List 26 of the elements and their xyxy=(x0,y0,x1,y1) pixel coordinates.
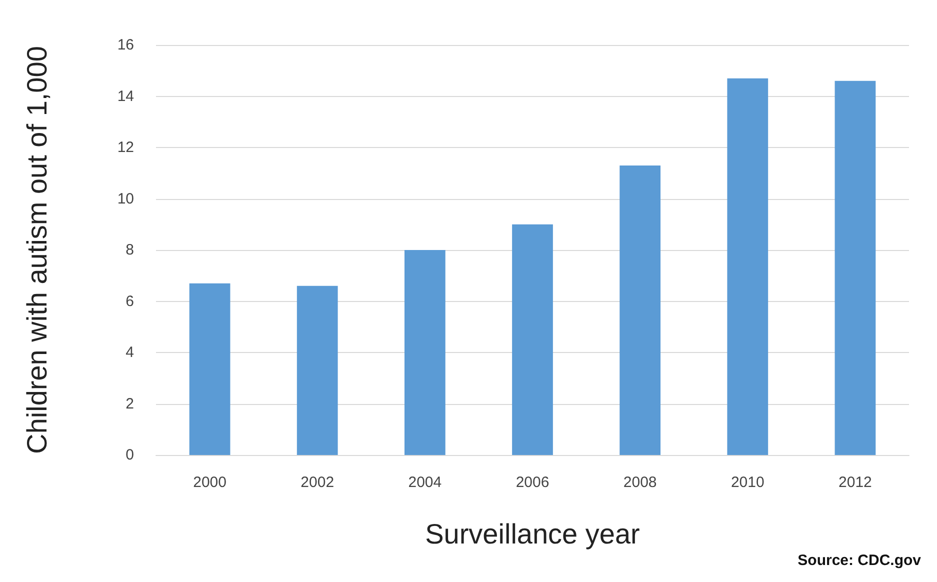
y-axis-title: Children with autism out of 1,000 xyxy=(22,46,52,454)
x-tick-label: 2010 xyxy=(730,474,764,491)
bar xyxy=(834,80,876,455)
bar xyxy=(512,224,553,455)
bar xyxy=(404,250,446,455)
y-tick-label: 14 xyxy=(117,88,134,105)
y-tick-label: 10 xyxy=(117,190,134,208)
y-tick-label: 0 xyxy=(126,446,134,464)
x-tick-label: 2006 xyxy=(516,474,550,491)
x-tick-label: 2000 xyxy=(193,474,226,491)
x-axis-title: Surveillance year xyxy=(425,518,640,550)
x-tick-label: 2004 xyxy=(408,474,442,491)
bar xyxy=(189,283,230,455)
x-tick-label: 2012 xyxy=(838,474,872,491)
source-note: Source: CDC.gov xyxy=(798,552,922,569)
y-tick-label: 16 xyxy=(117,36,134,54)
y-tick-label: 6 xyxy=(126,292,134,310)
y-tick-label: 8 xyxy=(126,242,134,258)
y-tick-label: 12 xyxy=(117,139,134,156)
bar xyxy=(620,165,661,455)
y-tick-label: 2 xyxy=(126,395,134,412)
bar xyxy=(296,286,338,455)
y-tick-label: 4 xyxy=(126,344,134,361)
bar xyxy=(727,78,768,455)
x-tick-label: 2002 xyxy=(300,474,334,491)
x-tick-label: 2008 xyxy=(623,474,657,491)
